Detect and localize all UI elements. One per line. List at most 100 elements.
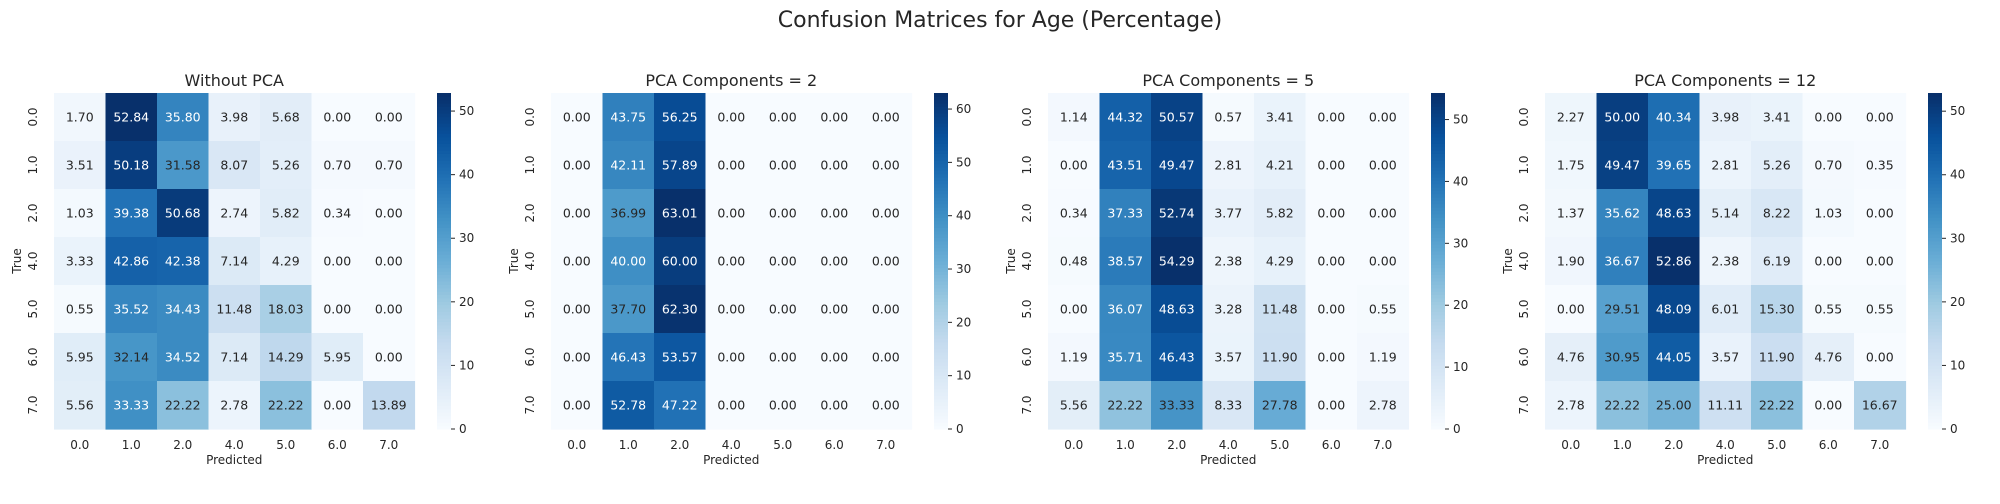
cell-value-label: 42.11 xyxy=(610,158,646,173)
x-tick-label: 1.0 xyxy=(1613,438,1632,452)
colorbar-segment xyxy=(437,277,451,282)
colorbar-segment xyxy=(437,358,451,363)
colorbar-segment xyxy=(1928,187,1942,191)
colorbar-segment xyxy=(437,385,451,390)
x-tick-label: 2.0 xyxy=(670,438,689,452)
heatmap-cell xyxy=(654,93,707,142)
heatmap-cell xyxy=(1596,381,1649,430)
cell-value-label: 0.00 xyxy=(717,206,745,221)
colorbar-segment xyxy=(1431,371,1445,376)
colorbar-segment xyxy=(1431,267,1445,272)
colorbar-segment xyxy=(437,287,451,292)
colorbar-segment xyxy=(1928,170,1942,175)
heatmap-cell xyxy=(1802,237,1855,286)
cell-value-label: 0.00 xyxy=(820,206,848,221)
colorbar-tick-label: 50 xyxy=(459,104,474,118)
heatmap-cell xyxy=(260,141,313,190)
cell-value-label: 4.29 xyxy=(272,254,300,269)
colorbar-segment xyxy=(1928,213,1942,218)
cell-value-label: 32.14 xyxy=(113,350,149,365)
y-tick-label: 0.0 xyxy=(26,107,40,126)
colorbar-segment xyxy=(437,388,451,393)
heatmap-cell xyxy=(1099,285,1152,334)
heatmap-cell xyxy=(654,381,707,430)
colorbar-segment xyxy=(934,93,948,97)
cell-value-label: 0.00 xyxy=(769,206,797,221)
colorbar-segment xyxy=(1431,257,1445,262)
colorbar-segment xyxy=(437,250,451,255)
cell-value-label: 0.00 xyxy=(872,158,900,173)
heatmap-cell xyxy=(54,285,107,334)
heatmap-cell xyxy=(808,189,861,238)
heatmap-cell xyxy=(860,189,913,238)
colorbar-segment xyxy=(1928,375,1942,380)
colorbar-segment xyxy=(437,150,451,154)
heatmap-cell xyxy=(1751,381,1804,430)
cell-value-label: 52.74 xyxy=(1159,206,1195,221)
colorbar-segment xyxy=(1928,297,1942,302)
colorbar-segment xyxy=(437,170,451,175)
cell-value-label: 50.18 xyxy=(113,158,149,173)
heatmap-cell xyxy=(260,333,313,382)
colorbar-segment xyxy=(1431,129,1445,134)
colorbar-segment xyxy=(1928,237,1942,242)
y-tick-label: 2.0 xyxy=(1517,203,1531,222)
heatmap-cell xyxy=(1699,93,1752,142)
colorbar-segment xyxy=(437,93,451,97)
colorbar-segment xyxy=(1928,277,1942,282)
cell-value-label: 1.19 xyxy=(1369,350,1397,365)
colorbar-segment xyxy=(1928,287,1942,292)
heatmap-cell xyxy=(1802,141,1855,190)
cell-value-label: 50.57 xyxy=(1159,110,1195,125)
colorbar-segment xyxy=(1928,267,1942,272)
colorbar-segment xyxy=(1928,193,1942,198)
colorbar-segment xyxy=(437,153,451,158)
heatmap-cell xyxy=(1048,189,1101,238)
heatmap-cell xyxy=(1202,189,1255,238)
heatmap-cell xyxy=(808,237,861,286)
cell-value-label: 43.75 xyxy=(610,110,646,125)
cell-value-label: 1.03 xyxy=(66,206,94,221)
cell-value-label: 1.19 xyxy=(1060,350,1088,365)
heatmap-cell xyxy=(1648,285,1701,334)
colorbar-segment xyxy=(437,183,451,188)
cell-value-label: 37.33 xyxy=(1107,206,1143,221)
colorbar-segment xyxy=(934,224,948,228)
cell-value-label: 0.00 xyxy=(375,350,403,365)
cell-value-label: 0.00 xyxy=(1317,398,1345,413)
cell-value-label: 2.81 xyxy=(1711,158,1739,173)
colorbar-segment xyxy=(1431,220,1445,225)
colorbar-segment xyxy=(437,378,451,383)
panel-title: PCA Components = 5 xyxy=(1142,71,1314,90)
colorbar-segment xyxy=(1928,334,1942,339)
colorbar-segment xyxy=(1928,119,1942,124)
colorbar-segment xyxy=(437,126,451,131)
colorbar-segment xyxy=(437,133,451,138)
cell-value-label: 50.00 xyxy=(1604,110,1640,125)
cell-value-label: 57.89 xyxy=(662,158,698,173)
colorbar-segment xyxy=(934,140,948,144)
heatmap-cell xyxy=(54,381,107,430)
heatmap-cell xyxy=(1305,285,1358,334)
colorbar-segment xyxy=(934,213,948,218)
colorbar-tick-label: 60 xyxy=(956,102,971,116)
heatmap-cell xyxy=(1151,141,1204,190)
cell-value-label: 0.00 xyxy=(769,158,797,173)
heatmap-cell xyxy=(1596,333,1649,382)
colorbar-segment xyxy=(437,116,451,121)
x-tick-label: 5.0 xyxy=(1270,438,1289,452)
colorbar-segment xyxy=(1431,341,1445,346)
x-axis-label: Predicted xyxy=(703,453,759,467)
heatmap-cell xyxy=(1699,333,1752,382)
x-tick-label: 4.0 xyxy=(1219,438,1238,452)
cell-value-label: 35.71 xyxy=(1107,350,1143,365)
colorbar-tick-label: 10 xyxy=(956,369,971,383)
colorbar-segment xyxy=(1928,150,1942,154)
colorbar-segment xyxy=(437,180,451,185)
colorbar-segment xyxy=(934,244,948,249)
colorbar-segment xyxy=(1928,133,1942,138)
colorbar-segment xyxy=(934,297,948,302)
x-tick-label: 7.0 xyxy=(1373,438,1392,452)
colorbar-segment xyxy=(1928,126,1942,131)
